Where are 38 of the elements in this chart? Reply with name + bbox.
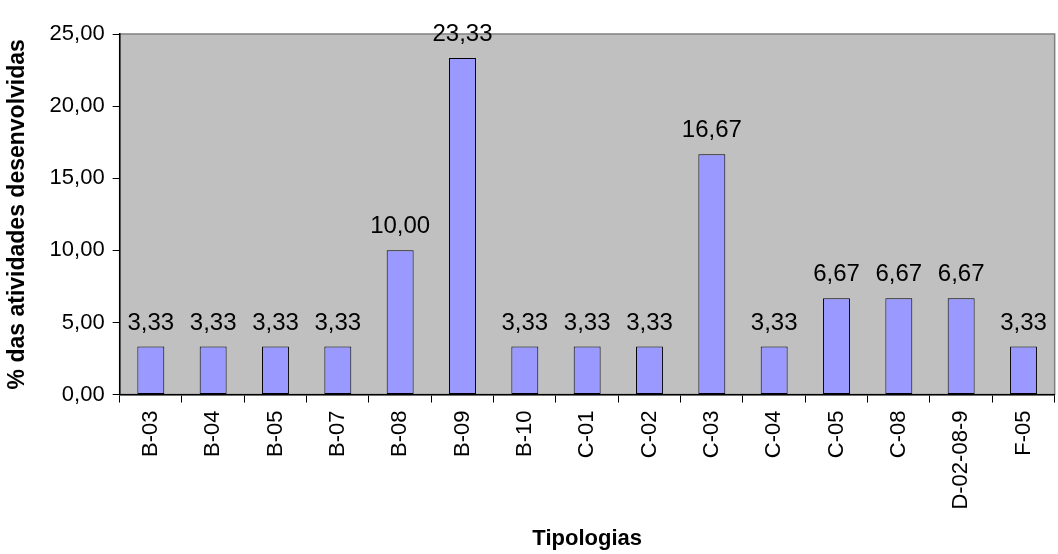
x-tick-label: C-04 <box>760 410 786 459</box>
data-label: 3,33 <box>626 307 673 335</box>
data-label: 3,33 <box>750 307 798 335</box>
x-tick-label: D-02-08-9 <box>947 410 973 510</box>
data-label: 3,33 <box>127 307 175 335</box>
data-label: 3,33 <box>1000 307 1047 335</box>
data-label: 6,67 <box>937 259 985 287</box>
x-axis-title: Tipologias <box>532 524 642 550</box>
x-tick-label: C-01 <box>573 410 599 459</box>
y-tick-label: 20,00 <box>49 92 105 118</box>
y-tick-label: 0,00 <box>61 380 105 406</box>
data-label: 3,33 <box>314 307 362 335</box>
y-tick-label: 25,00 <box>49 20 105 46</box>
data-label: 16,67 <box>681 115 742 143</box>
data-label: 23,33 <box>432 19 493 47</box>
x-tick-label: B-07 <box>323 410 349 458</box>
data-label: 3,33 <box>563 307 611 335</box>
data-label: 3,33 <box>252 307 299 335</box>
y-tick-label: 15,00 <box>49 164 105 190</box>
data-label: 6,67 <box>813 259 860 287</box>
x-tick-label: B-04 <box>199 410 225 458</box>
x-tick-label: C-05 <box>822 410 848 459</box>
x-tick-label: F-05 <box>1009 410 1035 456</box>
x-tick-label: B-05 <box>261 410 287 458</box>
x-tick-label: C-03 <box>697 410 723 459</box>
x-tick-label: B-10 <box>510 410 536 458</box>
y-axis-title: % das atividades desenvolvidas <box>3 39 30 390</box>
x-tick-label: B-09 <box>448 410 474 458</box>
y-tick-label: 10,00 <box>49 236 105 262</box>
x-tick-label: B-03 <box>136 410 162 458</box>
x-tick-label: B-08 <box>386 410 412 458</box>
x-tick-label: C-02 <box>635 410 661 459</box>
data-label: 3,33 <box>501 307 549 335</box>
data-label: 3,33 <box>189 307 237 335</box>
x-tick-label: C-08 <box>884 410 910 459</box>
y-tick-label: 5,00 <box>61 308 105 334</box>
data-label: 10,00 <box>370 211 431 239</box>
data-label: 6,67 <box>875 259 923 287</box>
